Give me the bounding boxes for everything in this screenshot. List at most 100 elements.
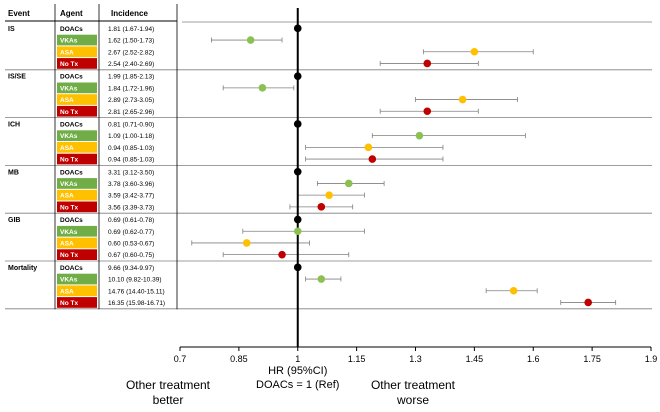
agent-cell — [57, 94, 97, 105]
note-worse-line1: Other treatment — [371, 378, 456, 392]
x-tick-label: 1.75 — [583, 354, 601, 364]
x-tick-label: 1.15 — [348, 354, 366, 364]
incidence-value: 2.81 (2.65-2.96) — [108, 109, 154, 116]
agent-cell — [57, 189, 97, 201]
agent-label: VKAs — [60, 133, 78, 140]
header-incidence: Incidence — [111, 9, 148, 18]
agent-cell — [57, 34, 97, 46]
event-label: IS — [8, 26, 15, 33]
agent-cell — [57, 201, 97, 213]
agent-cell — [57, 130, 97, 141]
hr-point — [293, 120, 302, 128]
agent-cell — [57, 273, 97, 285]
hr-point — [258, 84, 267, 92]
agent-cell — [57, 23, 97, 34]
hr-point — [344, 179, 353, 188]
hr-point — [584, 298, 592, 307]
agent-label: No Tx — [60, 61, 78, 68]
incidence-value: 3.31 (3.12-3.50) — [108, 169, 154, 176]
hr-point — [364, 143, 373, 152]
incidence-value: 0.94 (0.85-1.03) — [108, 145, 154, 152]
header-event: Event — [8, 9, 30, 18]
agent-cell — [57, 297, 97, 308]
event-label: IS/SE — [8, 74, 26, 81]
incidence-value: 3.78 (3.60-3.96) — [108, 181, 154, 188]
incidence-value: 0.81 (0.71-0.90) — [108, 121, 154, 128]
agent-cell — [57, 166, 97, 178]
hr-point — [317, 203, 326, 211]
hr-point — [293, 72, 302, 80]
agent-label: VKAs — [60, 38, 78, 45]
agent-label: DOACs — [60, 217, 83, 224]
agent-label: No Tx — [60, 109, 78, 116]
hr-point — [470, 47, 479, 56]
agent-cell — [57, 153, 97, 165]
incidence-value: 9.66 (9.34-9.97) — [108, 265, 154, 272]
hr-point — [242, 239, 251, 247]
note-better-line2: better — [153, 393, 184, 407]
event-label: ICH — [8, 121, 20, 128]
incidence-value: 0.60 (0.53-0.67) — [108, 240, 154, 247]
hr-point — [293, 263, 302, 272]
x-tick-label: 1.6 — [527, 354, 540, 364]
hr-point — [423, 107, 432, 116]
incidence-value: 1.81 (1.67-1.94) — [108, 26, 154, 33]
header-agent: Agent — [60, 9, 83, 18]
event-label: Mortality — [8, 265, 37, 272]
agent-label: No Tx — [60, 252, 78, 259]
incidence-value: 1.09 (1.00-1.18) — [108, 133, 154, 140]
agent-label: DOACs — [60, 169, 83, 176]
incidence-value: 10.10 (9.82-10.39) — [108, 277, 161, 284]
agent-label: DOACs — [60, 121, 83, 128]
incidence-value: 16.35 (15.98-16.71) — [108, 300, 165, 307]
agent-label: VKAs — [60, 229, 78, 236]
incidence-value: 2.67 (2.52-2.82) — [108, 49, 154, 56]
agent-label: DOACs — [60, 265, 83, 272]
hr-point — [293, 227, 302, 236]
event-label: MB — [8, 169, 19, 176]
agent-cell — [57, 105, 97, 117]
agent-label: ASA — [60, 240, 74, 247]
incidence-value: 2.89 (2.73-3.05) — [108, 97, 154, 104]
event-label: GIB — [8, 217, 20, 224]
hr-point — [293, 24, 302, 33]
x-tick-label: 1.9 — [645, 354, 658, 364]
agent-label: No Tx — [60, 204, 78, 211]
x-tick-label: 1 — [295, 354, 300, 364]
incidence-value: 0.69 (0.61-0.78) — [108, 217, 154, 224]
agent-label: No Tx — [60, 300, 78, 307]
incidence-value: 14.76 (14.40-15.11) — [108, 288, 165, 295]
hr-point — [317, 275, 326, 283]
incidence-value: 0.67 (0.60-0.75) — [108, 252, 154, 259]
incidence-value: 3.59 (3.42-3.77) — [108, 193, 154, 200]
incidence-value: 3.56 (3.39-3.73) — [108, 204, 154, 211]
hr-point — [368, 155, 377, 163]
incidence-value: 2.54 (2.40-2.69) — [108, 61, 154, 68]
agent-cell — [57, 225, 97, 237]
agent-cell — [57, 249, 97, 260]
hr-point — [415, 131, 424, 140]
agent-label: DOACs — [60, 74, 83, 81]
agent-cell — [57, 70, 97, 82]
agent-label: VKAs — [60, 277, 78, 284]
agent-label: ASA — [60, 97, 74, 104]
x-tick-label: 0.85 — [230, 354, 248, 364]
incidence-value: 0.94 (0.85-1.03) — [108, 157, 154, 164]
agent-cell — [57, 237, 97, 249]
agent-cell — [57, 214, 97, 225]
axis-layer: 0.7 0.85 1 1.15 1.3 1.45 1.6 1.75 1.9 HR (95%CI) D… — [126, 346, 658, 407]
x-axis-sublabel: DOACs = 1 (Ref) — [256, 379, 339, 391]
agent-cell — [57, 262, 97, 273]
hr-point — [293, 215, 302, 224]
agent-label: ASA — [60, 288, 74, 295]
x-tick-label: 1.3 — [409, 354, 422, 364]
agent-label: ASA — [60, 49, 74, 56]
x-tick-label: 1.45 — [466, 354, 484, 364]
agent-label: VKAs — [60, 181, 78, 188]
agent-label: ASA — [60, 145, 74, 152]
agent-label: ASA — [60, 193, 74, 200]
agent-cell — [57, 46, 97, 58]
hr-point — [278, 250, 286, 259]
hr-point — [423, 59, 432, 68]
